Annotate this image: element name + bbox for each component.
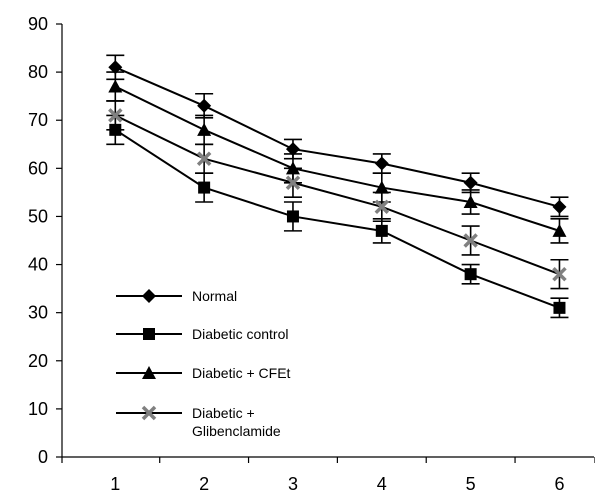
x-tick-label: 3 <box>288 474 298 494</box>
y-tick-label: 90 <box>28 14 48 34</box>
y-tick-label: 50 <box>28 206 48 226</box>
x-tick-label: 5 <box>466 474 476 494</box>
legend-item-normal: Normal <box>116 288 237 304</box>
y-tick-label: 10 <box>28 399 48 419</box>
legend: Normal Diabetic control Diabetic + CFEt Dia… <box>116 288 291 439</box>
legend-marker <box>143 328 155 340</box>
data-point <box>375 224 388 237</box>
x-tick-label: 6 <box>554 474 564 494</box>
x-marker-stroke <box>196 151 212 166</box>
data-point <box>197 122 212 136</box>
x-marker-stroke <box>141 405 157 421</box>
data-point <box>285 175 301 191</box>
data-point <box>552 266 567 282</box>
data-point <box>374 199 390 215</box>
legend-label: Diabetic control <box>192 326 289 342</box>
data-point <box>108 79 123 93</box>
data-point <box>285 142 300 157</box>
y-tick-label: 80 <box>28 62 48 82</box>
legend-label: Diabetic + Glibenclamide <box>192 405 281 439</box>
data-point <box>464 268 477 281</box>
x-marker-stroke <box>463 233 478 248</box>
legend-item-diabetic-control: Diabetic control <box>116 326 289 342</box>
series-line <box>114 129 560 309</box>
legend-marker <box>141 405 157 421</box>
y-tick-label: 20 <box>28 351 48 371</box>
legend-label: Normal <box>192 288 237 304</box>
series-line <box>114 85 560 232</box>
series-layer <box>106 54 569 319</box>
x-marker-stroke <box>552 266 567 282</box>
data-point <box>374 180 389 194</box>
data-point <box>198 181 211 194</box>
data-point <box>197 98 212 113</box>
data-point <box>552 223 567 237</box>
y-tick-label: 60 <box>28 158 48 178</box>
x-tick-label: 1 <box>110 474 120 494</box>
data-point <box>108 60 123 75</box>
series-diabetic-cfet <box>106 71 569 244</box>
y-tick-label: 70 <box>28 110 48 130</box>
series-line <box>114 66 560 208</box>
data-point <box>552 199 567 214</box>
data-point <box>463 233 478 248</box>
data-point <box>108 108 123 123</box>
data-point <box>553 301 566 314</box>
x-tick-label: 4 <box>377 474 387 494</box>
x-marker-stroke <box>374 199 390 215</box>
data-point <box>196 151 212 166</box>
y-tick-label: 0 <box>38 447 48 467</box>
legend-marker <box>142 366 156 379</box>
x-marker-stroke <box>285 175 301 191</box>
data-point <box>463 195 478 209</box>
legend-marker <box>142 289 156 303</box>
axes: 0 10 20 30 40 50 60 70 80 90 1 2 3 4 5 6 <box>28 14 595 494</box>
x-marker-stroke <box>108 108 123 123</box>
legend-item-diabetic-glibenclamide: Diabetic + Glibenclamide <box>116 405 281 439</box>
series-diabetic-control <box>106 114 569 319</box>
series-line <box>114 114 560 276</box>
y-tick-label: 30 <box>28 303 48 323</box>
series-normal <box>106 54 569 218</box>
data-point <box>286 210 299 223</box>
legend-label: Diabetic + CFEt <box>192 365 291 381</box>
x-tick-label: 2 <box>199 474 209 494</box>
y-tick-label: 40 <box>28 255 48 275</box>
legend-item-diabetic-cfet: Diabetic + CFEt <box>116 365 291 381</box>
series-diabetic-glibenclamide <box>106 100 569 290</box>
data-point <box>374 156 389 171</box>
data-point <box>463 175 478 190</box>
